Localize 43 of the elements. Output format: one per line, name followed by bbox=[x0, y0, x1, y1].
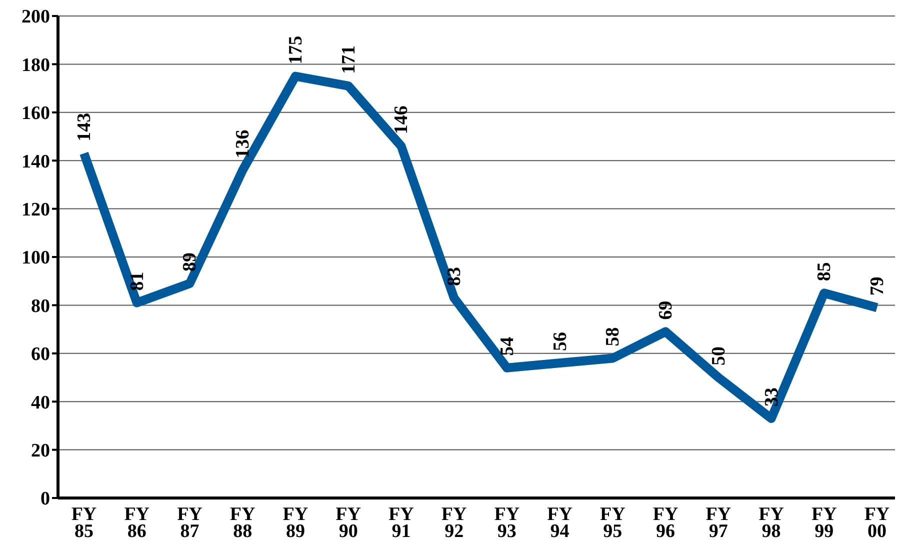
x-tick-label: FY 98 bbox=[758, 504, 784, 542]
y-tick-label: 120 bbox=[22, 200, 50, 221]
y-tick-label: 80 bbox=[31, 296, 50, 317]
data-label: 50 bbox=[708, 346, 730, 366]
y-tick-label: 40 bbox=[31, 392, 50, 414]
data-label: 54 bbox=[496, 336, 518, 356]
x-tick-label: FY 96 bbox=[652, 504, 678, 542]
x-tick-label: FY 86 bbox=[124, 504, 150, 542]
y-tick-label: 200 bbox=[22, 6, 50, 28]
y-tick-label: 140 bbox=[22, 151, 50, 172]
x-tick-label: FY 93 bbox=[494, 504, 520, 542]
x-tick-label: FY 97 bbox=[706, 504, 732, 542]
x-tick-label: FY 90 bbox=[336, 504, 362, 542]
x-tick-label: FY 87 bbox=[177, 504, 203, 542]
y-tick-label: 0 bbox=[40, 488, 50, 510]
x-tick-label: FY 91 bbox=[388, 504, 414, 542]
data-label: 69 bbox=[656, 300, 677, 320]
y-tick-label: 100 bbox=[22, 248, 50, 269]
x-tick-label: FY 88 bbox=[230, 504, 256, 542]
x-tick-label: FY 85 bbox=[71, 504, 97, 542]
data-label: 143 bbox=[74, 112, 95, 142]
data-label: 89 bbox=[180, 252, 201, 272]
data-label: 175 bbox=[285, 36, 306, 64]
y-tick-label: 180 bbox=[22, 54, 50, 76]
x-tick-label: FY 94 bbox=[547, 504, 573, 542]
y-tick-label: 20 bbox=[31, 440, 50, 462]
data-label: 58 bbox=[602, 327, 624, 346]
data-label: 146 bbox=[391, 106, 412, 134]
y-tick-label: 60 bbox=[31, 344, 50, 366]
data-label: 171 bbox=[338, 45, 360, 74]
x-tick-label: FY 89 bbox=[282, 504, 308, 542]
data-label: 33 bbox=[761, 387, 782, 406]
x-tick-label: FY 00 bbox=[864, 504, 890, 542]
data-label: 79 bbox=[867, 276, 888, 296]
x-tick-label: FY 95 bbox=[600, 504, 626, 542]
y-tick-label: 160 bbox=[22, 103, 50, 124]
data-label: 83 bbox=[444, 266, 466, 286]
data-label: 56 bbox=[550, 332, 571, 352]
data-label: 136 bbox=[232, 130, 254, 158]
data-label: 85 bbox=[814, 262, 836, 282]
x-tick-label: FY 92 bbox=[441, 504, 468, 542]
x-tick-label: FY 99 bbox=[811, 504, 838, 542]
data-label: 81 bbox=[126, 272, 148, 291]
